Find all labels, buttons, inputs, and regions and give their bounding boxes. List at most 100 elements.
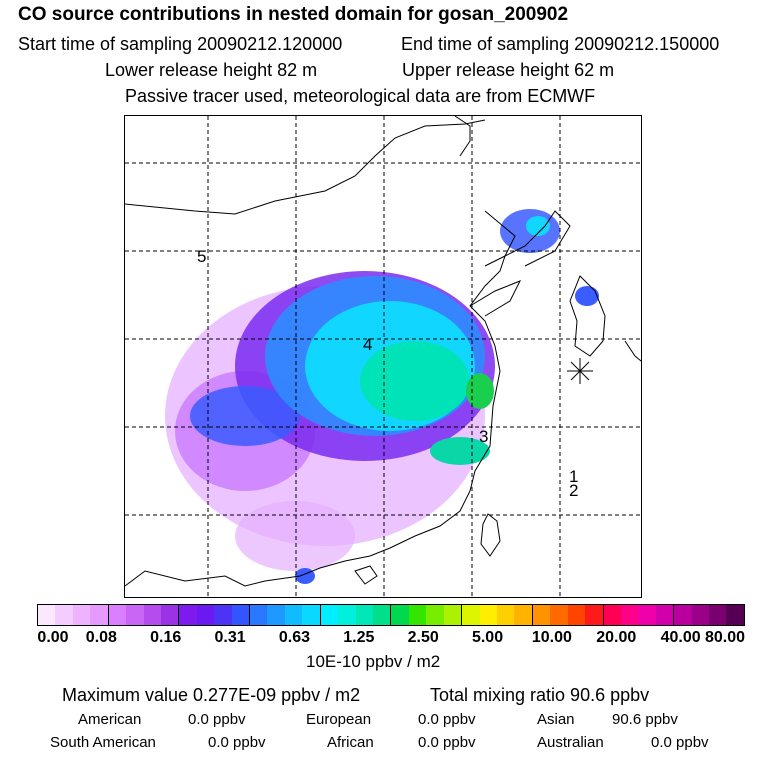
colorbar-swatch (426, 605, 444, 625)
grid-label-4: 4 (363, 335, 372, 354)
colorbar-tick-label: 40.00 (660, 629, 701, 646)
coastline-layer (125, 116, 641, 587)
colorbar-swatch (638, 605, 656, 625)
plume-layer (165, 209, 599, 584)
plume-korea (575, 286, 599, 306)
colorbar-swatch (709, 605, 727, 625)
colorbar-swatch (126, 605, 144, 625)
region-name: Australian (537, 734, 604, 751)
colorbar-swatch (196, 605, 215, 625)
grid-label-5: 5 (197, 247, 206, 266)
colorbar-units: 10E-10 ppbv / m2 (306, 652, 441, 671)
colorbar-swatch (391, 605, 409, 625)
passive-tracer-note: Passive tracer used, meteorological data… (125, 86, 596, 106)
lower-release-label: Lower release height 82 m (105, 60, 318, 80)
colorbar-swatch (108, 605, 127, 625)
region-value: 0.0 ppbv (651, 734, 709, 751)
colorbar-tick-label: 5.00 (471, 629, 504, 646)
colorbar-swatch (90, 605, 109, 625)
grid-label-1: 1 (569, 467, 578, 486)
grid-label-3: 3 (479, 427, 488, 446)
map-panel: 5 4 3 1 2 (124, 115, 642, 598)
plume-green (466, 373, 494, 409)
colorbar-tick-label: 0.31 (214, 629, 246, 646)
colorbar-swatch (373, 605, 392, 625)
colorbar-swatch (38, 605, 56, 625)
map-svg: 5 4 3 1 2 (125, 116, 641, 597)
colorbar-tick-label: 0.00 (37, 629, 69, 646)
start-time-label: Start time of sampling 20090212.120000 (18, 34, 343, 54)
colorbar-swatch (496, 605, 515, 625)
colorbar (37, 604, 745, 626)
coastline-north (454, 116, 471, 157)
colorbar-swatch (726, 605, 744, 625)
colorbar-swatch (655, 605, 675, 625)
colorbar-swatch (179, 605, 197, 625)
colorbar-swatch (532, 605, 551, 625)
grid-layer (125, 116, 641, 597)
grid-label-2: 2 (569, 481, 578, 500)
colorbar-tick-label: 0.08 (85, 629, 117, 646)
region-value: 0.0 ppbv (208, 734, 266, 751)
colorbar-swatch (585, 605, 604, 625)
region-value: 0.0 ppbv (188, 711, 246, 728)
colorbar-swatch (443, 605, 463, 625)
colorbar-swatch (267, 605, 285, 625)
region-name: South American (50, 734, 156, 751)
colorbar-swatch (691, 605, 710, 625)
coastline-korea (569, 275, 606, 357)
region-name: European (306, 711, 372, 728)
colorbar-swatch (479, 605, 497, 625)
plume-hotspot (430, 437, 490, 465)
colorbar-swatch (72, 605, 91, 625)
coastline-taiwan (480, 513, 501, 557)
coastline-hainan (354, 565, 378, 585)
region-name: American (78, 711, 142, 728)
colorbar-swatch (408, 605, 427, 625)
colorbar-swatch (320, 605, 339, 625)
region-value: 0.0 ppbv (418, 734, 476, 751)
colorbar-tick-label: 0.63 (278, 629, 311, 646)
colorbar-tick-label: 20.00 (596, 629, 637, 646)
colorbar-swatch (143, 605, 161, 625)
colorbar-swatch (55, 605, 73, 625)
plume-south (235, 501, 355, 571)
plume-north-core (526, 216, 550, 236)
colorbar-tick-label: 0.16 (150, 629, 182, 646)
colorbar-swatch (284, 605, 303, 625)
colorbar-swatch (355, 605, 374, 625)
colorbar-swatch (214, 605, 232, 625)
plume-blue-west (190, 386, 300, 446)
region-name: African (327, 734, 374, 751)
colorbar-swatch (250, 605, 268, 625)
maximum-value-label: Maximum value 0.277E-09 ppbv / m2 (62, 685, 361, 705)
colorbar-swatch (603, 605, 621, 625)
end-time-label: End time of sampling 20090212.150000 (401, 34, 720, 54)
colorbar-swatch (620, 605, 639, 625)
coastline-mainland (125, 119, 516, 587)
receptor-asterisk-icon (567, 358, 593, 384)
region-value: 90.6 ppbv (612, 711, 678, 728)
region-value: 0.0 ppbv (418, 711, 476, 728)
colorbar-swatch (674, 605, 692, 625)
colorbar-swatch (231, 605, 251, 625)
colorbar-swatch (550, 605, 568, 625)
colorbar-swatch (514, 605, 533, 625)
colorbar-tick-label: 1.25 (343, 629, 375, 646)
colorbar-swatch (462, 605, 480, 625)
coastline-shandong (469, 280, 522, 317)
upper-release-label: Upper release height 62 m (402, 60, 615, 80)
colorbar-swatch (338, 605, 356, 625)
colorbar-swatch (567, 605, 586, 625)
colorbar-tick-label: 80.00 (704, 629, 746, 646)
page-title: CO source contributions in nested domain… (18, 4, 569, 25)
coastline-japan (624, 340, 641, 362)
coastline-liaodong (484, 210, 571, 267)
colorbar-tick-label: 10.00 (531, 629, 572, 646)
colorbar-swatch (160, 605, 180, 625)
total-mixing-ratio-label: Total mixing ratio 90.6 ppbv (430, 685, 650, 705)
colorbar-tick-label: 2.50 (407, 629, 439, 646)
colorbar-swatch (302, 605, 321, 625)
plume-teal (360, 341, 470, 421)
region-name: Asian (537, 711, 575, 728)
